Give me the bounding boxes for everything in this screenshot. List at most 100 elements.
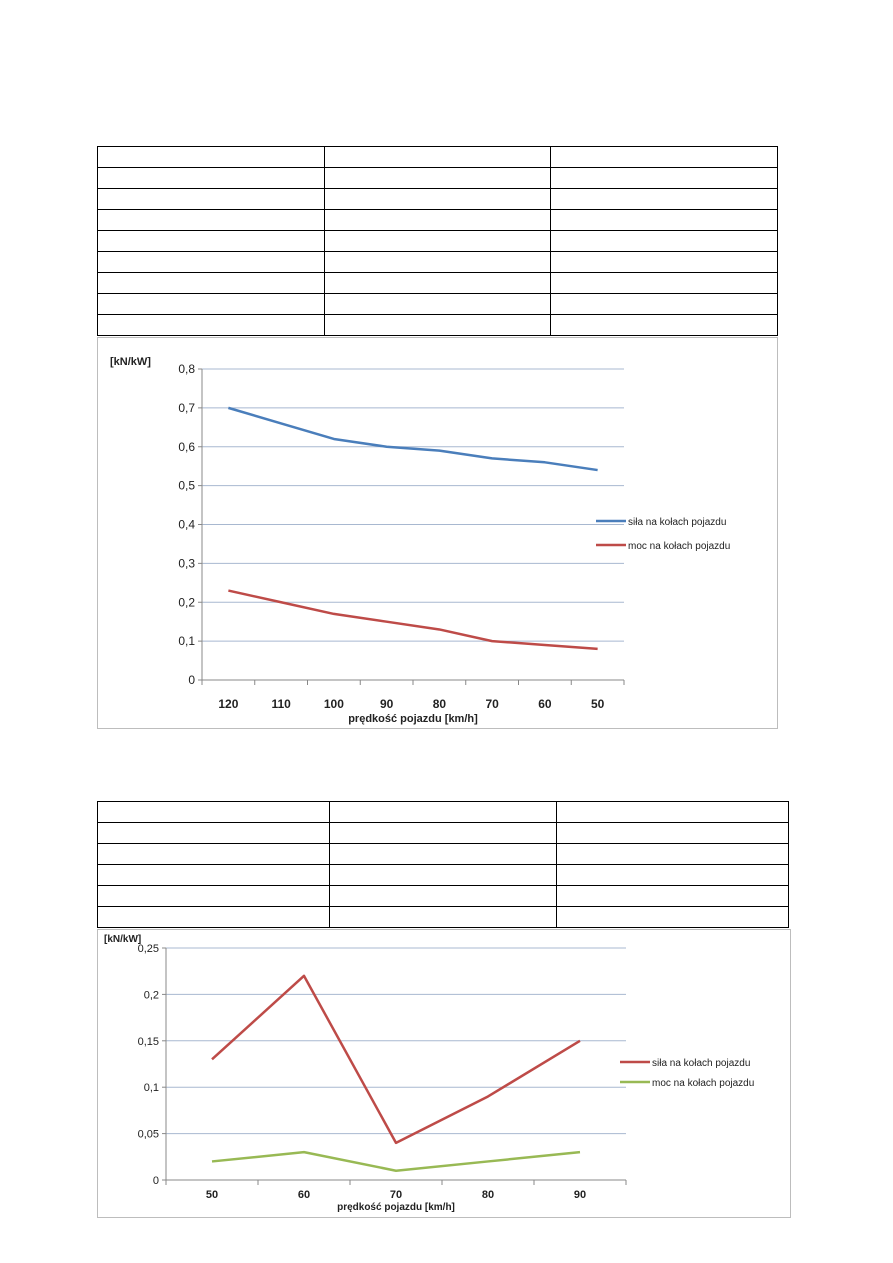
- table-row: [97, 188, 778, 210]
- line-chart-1: 0 0,1 0,2 0,3 0,4 0,5 0,6 0,7 0,8 120 110 100 90 80 70…: [110, 356, 730, 725]
- table-cell: [97, 230, 325, 252]
- table-cell: [328, 801, 558, 823]
- x-axis-title: prędkość pojazdu [km/h]: [337, 1202, 455, 1213]
- x-tick-label: 70: [390, 1189, 402, 1201]
- x-tick-label: 120: [218, 697, 238, 711]
- series-line-2: [228, 589, 598, 651]
- table-cell: [550, 272, 778, 294]
- table-cell: [556, 822, 789, 844]
- table-cell: [550, 251, 778, 273]
- table-cell: [97, 146, 325, 168]
- y-tick-label: 0,4: [178, 518, 195, 532]
- x-axis-title: prędkość pojazdu [km/h]: [348, 713, 478, 725]
- y-tick-label: 0,1: [178, 634, 195, 648]
- y-tick-label: 0,6: [178, 440, 195, 454]
- table-cell: [97, 906, 330, 928]
- series-line-1: [228, 406, 598, 472]
- table-cell: [97, 188, 325, 210]
- y-tick-label: 0: [153, 1175, 159, 1187]
- y-tick-label: 0,2: [178, 595, 195, 609]
- table-cell: [556, 906, 789, 928]
- table-cell: [556, 885, 789, 907]
- empty-table-1: [97, 146, 778, 336]
- table-cell: [328, 864, 558, 886]
- y-tick-label: 0,25: [138, 943, 159, 955]
- legend-label: moc na kołach pojazdu: [652, 1078, 754, 1089]
- table-cell: [97, 885, 330, 907]
- table-row: [97, 314, 778, 336]
- x-tick-label: 110: [271, 697, 291, 711]
- table-row: [97, 885, 789, 907]
- table-cell: [97, 209, 325, 231]
- table-cell: [550, 209, 778, 231]
- table-cell: [323, 293, 552, 315]
- table-row: [97, 293, 778, 315]
- table-cell: [550, 146, 778, 168]
- table-cell: [550, 167, 778, 189]
- table-cell: [97, 272, 325, 294]
- table-row: [97, 146, 778, 168]
- table-cell: [97, 801, 330, 823]
- table-cell: [328, 885, 558, 907]
- y-tick-label: 0,2: [144, 989, 159, 1001]
- table-cell: [556, 843, 789, 865]
- x-tick-label: 60: [538, 697, 552, 711]
- table-cell: [323, 188, 552, 210]
- x-tick-label: 100: [324, 697, 344, 711]
- empty-table-2: [97, 801, 789, 928]
- series-line-2: [211, 1150, 581, 1172]
- y-tick-label: 0,8: [178, 362, 195, 376]
- x-tick-label: 90: [574, 1189, 586, 1201]
- y-tick-label: 0,1: [144, 1082, 159, 1094]
- legend-label: moc na kołach pojazdu: [628, 541, 730, 552]
- table-cell: [556, 864, 789, 886]
- table-row: [97, 801, 789, 823]
- y-tick-label: 0,15: [138, 1036, 159, 1048]
- x-tick-label: 70: [485, 697, 499, 711]
- y-tick-label: 0,05: [138, 1129, 159, 1141]
- table-row: [97, 822, 789, 844]
- table-cell: [97, 822, 330, 844]
- table-row: [97, 251, 778, 273]
- table-row: [97, 209, 778, 231]
- table-cell: [323, 167, 552, 189]
- chart-speed-120-50: 0 0,1 0,2 0,3 0,4 0,5 0,6 0,7 0,8 120 110 100 90 80 70…: [97, 337, 778, 729]
- legend-label: siła na kołach pojazdu: [628, 517, 726, 528]
- table-cell: [323, 251, 552, 273]
- table-cell: [328, 906, 558, 928]
- table-cell: [97, 293, 325, 315]
- y-tick-label: 0,3: [178, 556, 195, 570]
- table-cell: [97, 864, 330, 886]
- series-line-1: [211, 974, 581, 1145]
- y-axis-unit-label: [kN/kW]: [110, 356, 151, 368]
- x-tick-label: 50: [206, 1189, 218, 1201]
- y-tick-label: 0,7: [178, 401, 195, 415]
- line-chart-2: 0 0,05 0,1 0,15 0,2 0,25 50 60 70 80 90 prędkość po…: [104, 934, 754, 1213]
- table-row: [97, 230, 778, 252]
- table-cell: [556, 801, 789, 823]
- table-cell: [328, 843, 558, 865]
- table-cell: [323, 230, 552, 252]
- table-cell: [550, 293, 778, 315]
- table-cell: [323, 272, 552, 294]
- table-row: [97, 272, 778, 294]
- x-tick-label: 90: [380, 697, 394, 711]
- y-axis-unit-label: [kN/kW]: [104, 934, 141, 945]
- table-cell: [323, 209, 552, 231]
- table-cell: [328, 822, 558, 844]
- chart-speed-50-90: 0 0,05 0,1 0,15 0,2 0,25 50 60 70 80 90 prędkość po…: [97, 929, 791, 1218]
- y-tick-label: 0,5: [178, 479, 195, 493]
- table-cell: [550, 188, 778, 210]
- table-row: [97, 167, 778, 189]
- table-cell: [97, 314, 325, 336]
- x-tick-label: 80: [433, 697, 447, 711]
- table-cell: [323, 146, 552, 168]
- y-tick-label: 0: [188, 673, 195, 687]
- table-cell: [550, 314, 778, 336]
- table-row: [97, 864, 789, 886]
- table-cell: [97, 167, 325, 189]
- x-tick-label: 50: [591, 697, 605, 711]
- table-cell: [97, 251, 325, 273]
- x-tick-label: 60: [298, 1189, 310, 1201]
